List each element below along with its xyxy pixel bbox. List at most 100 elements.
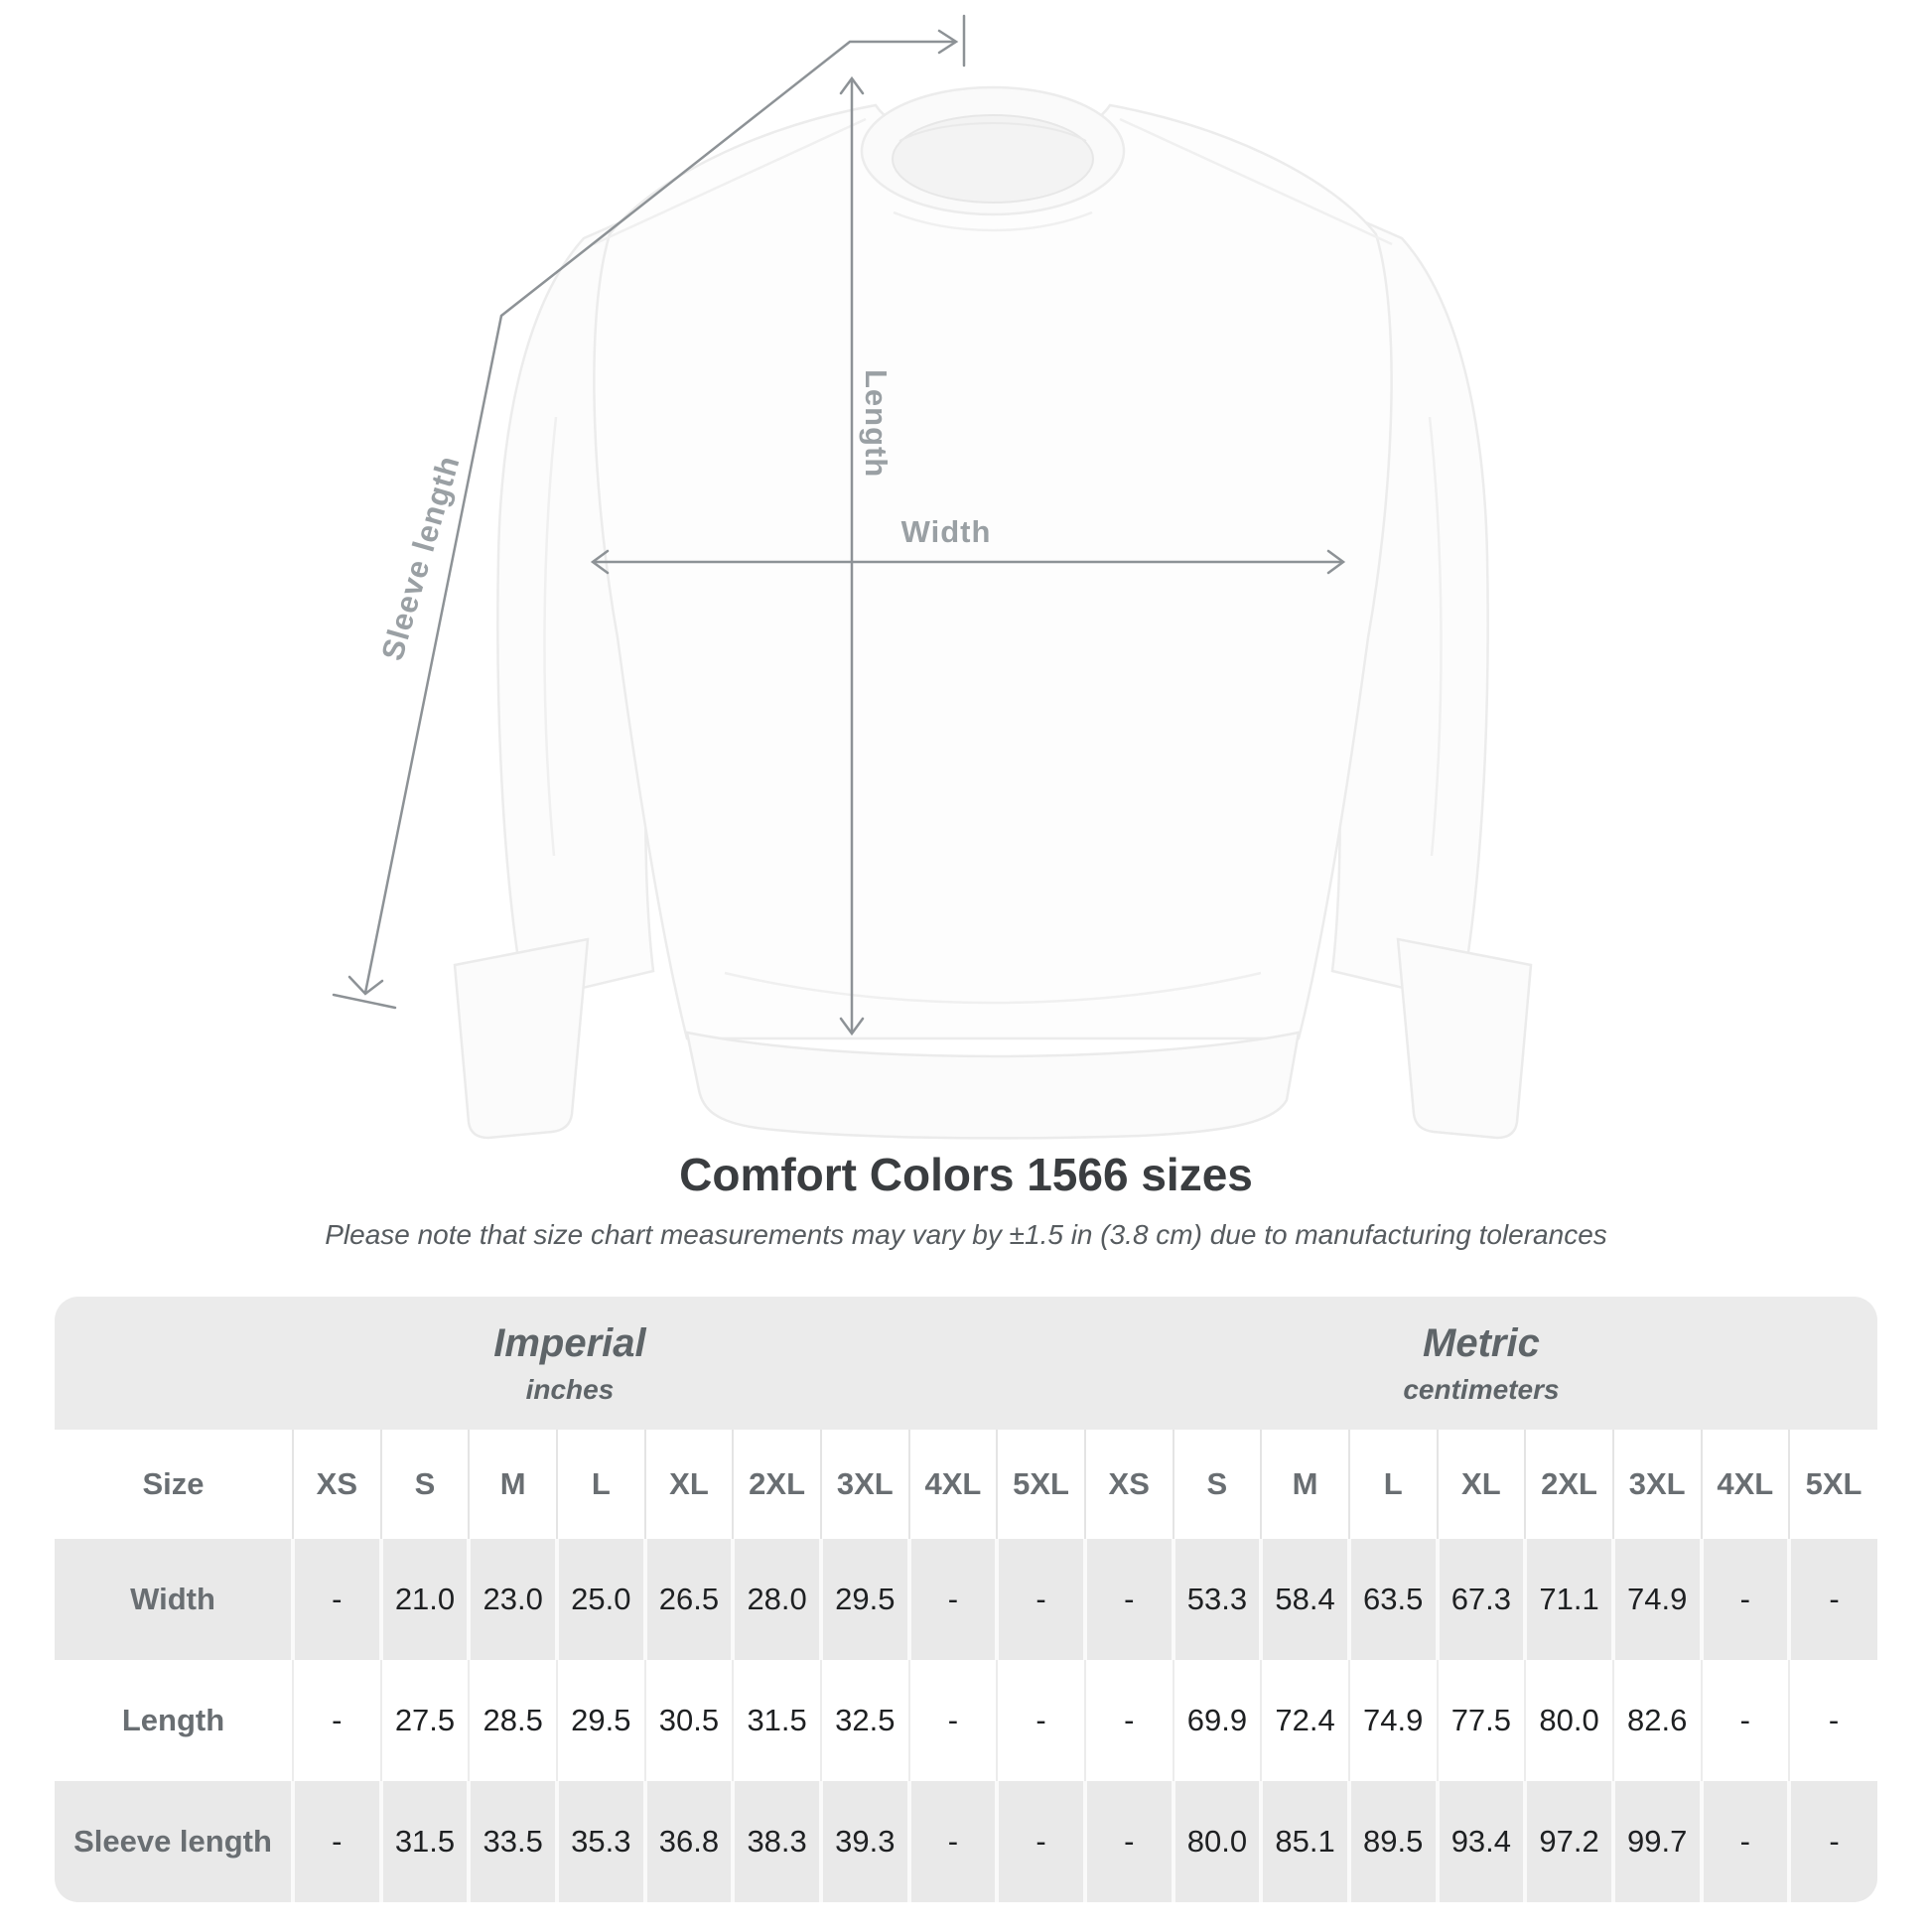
imperial-size-5xl: 5XL xyxy=(996,1430,1085,1539)
sleeve-metric-xl: 93.4 xyxy=(1435,1781,1526,1902)
width-metric-5xl: - xyxy=(1787,1539,1877,1660)
sleeve-end-tick xyxy=(332,993,397,1010)
width-imperial-5xl: - xyxy=(995,1539,1085,1660)
sweatshirt-body xyxy=(593,103,1393,1040)
sleeve-imperial-s: 31.5 xyxy=(378,1781,470,1902)
sleeve-imperial-l: 35.3 xyxy=(554,1781,645,1902)
length-metric-3xl: 82.6 xyxy=(1611,1660,1702,1781)
metric-title: Metric xyxy=(1423,1321,1540,1365)
width-metric-4xl: - xyxy=(1699,1539,1790,1660)
arrowhead-width-left xyxy=(590,549,610,575)
length-dimension-label: Length xyxy=(859,369,894,479)
length-imperial-xs: - xyxy=(292,1660,381,1781)
width-dimension-label: Width xyxy=(900,514,992,549)
sleeve-metric-3xl: 99.7 xyxy=(1610,1781,1702,1902)
length-row: Length - 27.5 28.5 29.5 30.5 31.5 32.5 -… xyxy=(55,1660,1877,1781)
sleeve-imperial-m: 33.5 xyxy=(467,1781,557,1902)
arrowhead-sleeve-end xyxy=(347,975,384,996)
sleeve-length-line xyxy=(363,40,957,995)
width-imperial-xl: 26.5 xyxy=(642,1539,734,1660)
length-imperial-4xl: - xyxy=(907,1660,998,1781)
length-imperial-3xl: 32.5 xyxy=(819,1660,909,1781)
width-metric-3xl: 74.9 xyxy=(1610,1539,1702,1660)
imperial-size-xs: XS xyxy=(292,1430,381,1539)
imperial-size-4xl: 4XL xyxy=(907,1430,998,1539)
arrowhead-width-right xyxy=(1326,549,1346,575)
sleeve-metric-2xl: 97.2 xyxy=(1523,1781,1613,1902)
metric-size-5xl: 5XL xyxy=(1788,1430,1877,1539)
page-title: Comfort Colors 1566 sizes xyxy=(679,1149,1253,1200)
metric-size-3xl: 3XL xyxy=(1611,1430,1702,1539)
length-metric-4xl: - xyxy=(1700,1660,1790,1781)
width-imperial-xs: - xyxy=(291,1539,381,1660)
length-metric-l: 74.9 xyxy=(1347,1660,1438,1781)
width-metric-xl: 67.3 xyxy=(1435,1539,1526,1660)
measurement-lines xyxy=(332,14,1346,1036)
arrowhead-right xyxy=(937,29,959,55)
arrowhead-length-bottom xyxy=(839,1017,865,1036)
sleeve-length-row: Sleeve length - 31.5 33.5 35.3 36.8 38.3… xyxy=(55,1781,1877,1902)
width-imperial-3xl: 29.5 xyxy=(818,1539,909,1660)
sleeve-imperial-5xl: - xyxy=(995,1781,1085,1902)
length-metric-xs: - xyxy=(1083,1660,1173,1781)
size-header-row: Size XS S M L XL 2XL 3XL 4XL 5XL XS S M … xyxy=(55,1430,1877,1539)
size-table-container: Imperial inches Metric centimeters Size … xyxy=(55,1297,1877,1902)
width-imperial-s: 21.0 xyxy=(378,1539,470,1660)
collar xyxy=(860,85,1126,216)
metric-size-xs: XS xyxy=(1083,1430,1173,1539)
left-cuff xyxy=(453,937,590,1140)
waistband xyxy=(685,1031,1301,1140)
length-row-label: Length xyxy=(55,1660,293,1781)
collar-back-seam xyxy=(898,122,1087,142)
width-imperial-4xl: - xyxy=(906,1539,998,1660)
arrowhead-length-top xyxy=(839,75,865,95)
garment-seams xyxy=(543,117,1443,1005)
size-table: Imperial inches Metric centimeters Size … xyxy=(55,1297,1877,1902)
length-metric-m: 72.4 xyxy=(1260,1660,1349,1781)
length-imperial-s: 27.5 xyxy=(379,1660,470,1781)
width-metric-s: 53.3 xyxy=(1171,1539,1262,1660)
imperial-size-2xl: 2XL xyxy=(732,1430,821,1539)
metric-unit: centimeters xyxy=(1403,1374,1560,1405)
length-metric-5xl: - xyxy=(1788,1660,1877,1781)
unit-header-row: Imperial inches Metric centimeters xyxy=(55,1297,1877,1430)
sleeve-row-label: Sleeve length xyxy=(55,1781,293,1902)
length-metric-xl: 77.5 xyxy=(1436,1660,1526,1781)
metric-size-m: M xyxy=(1260,1430,1349,1539)
width-imperial-2xl: 28.0 xyxy=(731,1539,821,1660)
width-imperial-m: 23.0 xyxy=(467,1539,557,1660)
imperial-size-xl: XL xyxy=(643,1430,734,1539)
length-imperial-xl: 30.5 xyxy=(643,1660,734,1781)
metric-header: Metric centimeters xyxy=(1084,1297,1877,1430)
length-imperial-l: 29.5 xyxy=(555,1660,645,1781)
heading-block: Comfort Colors 1566 sizes Please note th… xyxy=(0,1148,1932,1251)
sleeve-metric-m: 85.1 xyxy=(1259,1781,1349,1902)
collar-opening xyxy=(892,114,1094,204)
width-metric-m: 58.4 xyxy=(1259,1539,1349,1660)
size-column-header: Size xyxy=(55,1430,293,1539)
right-cuff xyxy=(1396,937,1533,1140)
metric-size-4xl: 4XL xyxy=(1700,1430,1790,1539)
imperial-size-m: M xyxy=(468,1430,557,1539)
length-imperial-m: 28.5 xyxy=(468,1660,557,1781)
width-metric-xs: - xyxy=(1082,1539,1173,1660)
width-metric-2xl: 71.1 xyxy=(1523,1539,1613,1660)
sleeve-metric-s: 80.0 xyxy=(1171,1781,1262,1902)
sleeve-imperial-xs: - xyxy=(291,1781,381,1902)
garment-diagram: Length Width Sleeve length xyxy=(332,14,1533,1140)
imperial-unit: inches xyxy=(525,1374,615,1405)
metric-size-l: L xyxy=(1347,1430,1438,1539)
imperial-size-s: S xyxy=(379,1430,470,1539)
sleeve-metric-5xl: - xyxy=(1787,1781,1877,1902)
sleeve-imperial-3xl: 39.3 xyxy=(818,1781,909,1902)
sleeve-metric-xs: - xyxy=(1082,1781,1173,1902)
length-metric-2xl: 80.0 xyxy=(1524,1660,1613,1781)
imperial-header: Imperial inches xyxy=(55,1297,1085,1430)
width-metric-l: 63.5 xyxy=(1346,1539,1438,1660)
sleeve-imperial-xl: 36.8 xyxy=(642,1781,734,1902)
sleeve-metric-l: 89.5 xyxy=(1346,1781,1438,1902)
width-imperial-l: 25.0 xyxy=(554,1539,645,1660)
metric-size-2xl: 2XL xyxy=(1524,1430,1613,1539)
sleeve-imperial-4xl: - xyxy=(906,1781,998,1902)
